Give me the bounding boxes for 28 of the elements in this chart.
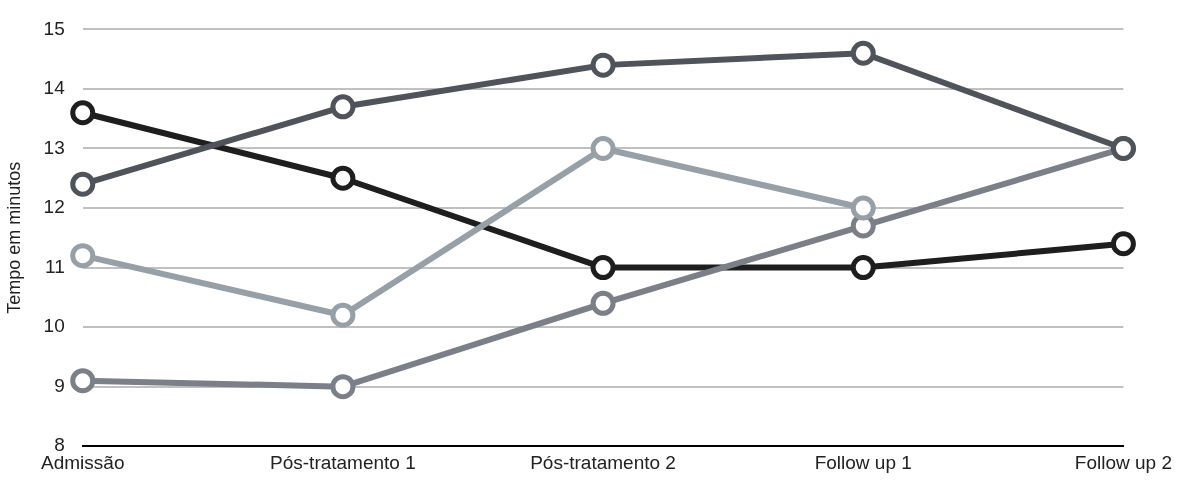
y-tick-label: 14 bbox=[43, 77, 66, 99]
point bbox=[70, 368, 96, 394]
point bbox=[850, 195, 876, 221]
y-tick-label: 12 bbox=[43, 196, 65, 218]
point bbox=[330, 94, 356, 120]
point bbox=[70, 171, 96, 197]
point bbox=[850, 40, 876, 66]
y-tick-label: 13 bbox=[43, 136, 65, 158]
point bbox=[330, 374, 356, 400]
y-tick-label: 9 bbox=[54, 374, 65, 396]
x-tick-label: Follow up 1 bbox=[814, 451, 912, 473]
point bbox=[590, 290, 616, 316]
point bbox=[590, 135, 616, 161]
y-tick-label: 11 bbox=[45, 255, 65, 277]
point bbox=[330, 165, 356, 191]
x-tick-label: Pós-tratamento 2 bbox=[530, 451, 676, 473]
point bbox=[590, 52, 616, 78]
y-axis-title: Tempo em minutos bbox=[3, 161, 24, 314]
point bbox=[1110, 231, 1136, 257]
point bbox=[590, 255, 616, 281]
x-tick-label: Pós-tratamento 1 bbox=[270, 451, 416, 473]
y-tick-label: 15 bbox=[43, 17, 65, 39]
x-tick-label: Follow up 2 bbox=[1074, 451, 1173, 473]
point bbox=[850, 255, 876, 281]
point bbox=[70, 100, 96, 126]
y-tick-label: 10 bbox=[43, 315, 65, 337]
point bbox=[330, 302, 356, 328]
point bbox=[70, 243, 96, 269]
